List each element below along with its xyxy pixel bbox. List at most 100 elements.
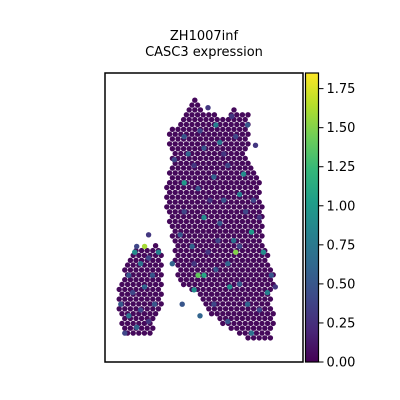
tissue-spot — [201, 170, 206, 175]
tissue-spot — [226, 175, 231, 180]
expression-spot — [146, 319, 151, 324]
tissue-spot — [125, 321, 130, 326]
tissue-spot — [251, 316, 256, 321]
tissue-spot — [131, 262, 136, 267]
tissue-spot — [245, 306, 250, 311]
tissue-spot — [142, 292, 147, 297]
colorbar-tick-label: 1.50 — [327, 121, 356, 136]
tissue-spot — [234, 267, 239, 272]
tissue-spot — [248, 272, 253, 277]
tissue-spot — [251, 248, 256, 253]
tissue-spot — [131, 330, 136, 335]
tissue-spot — [243, 224, 248, 229]
tissue-spot — [181, 243, 186, 248]
tissue-spot — [254, 185, 259, 190]
colorbar-tick-label: 1.75 — [327, 82, 356, 97]
tissue-spot — [231, 204, 236, 209]
expression-spot — [217, 140, 222, 145]
tissue-spot — [245, 267, 250, 272]
tissue-spot — [145, 277, 150, 282]
tissue-spot — [178, 122, 183, 127]
tissue-spot — [170, 136, 175, 141]
tissue-spot — [150, 287, 155, 292]
tissue-spot — [220, 321, 225, 326]
tissue-spot — [229, 229, 234, 234]
tissue-spot — [243, 165, 248, 170]
tissue-spot — [220, 214, 225, 219]
tissue-spot — [189, 238, 194, 243]
tissue-spot — [217, 306, 222, 311]
expression-spot — [269, 273, 274, 278]
tissue-spot — [181, 204, 186, 209]
tissue-spot — [257, 326, 262, 331]
tissue-spot — [240, 219, 245, 224]
expression-spot — [225, 261, 230, 266]
tissue-spot — [178, 277, 183, 282]
tissue-spot — [234, 151, 239, 156]
expression-spot — [182, 180, 187, 185]
expression-spot — [142, 244, 147, 249]
tissue-spot — [187, 185, 192, 190]
tissue-spot — [251, 335, 256, 340]
tissue-spot — [217, 170, 222, 175]
tissue-spot — [167, 141, 172, 146]
tissue-spot — [217, 190, 222, 195]
tissue-spot — [257, 229, 262, 234]
tissue-spot — [226, 136, 231, 141]
tissue-spot — [181, 214, 186, 219]
tissue-spot — [175, 185, 180, 190]
tissue-spot — [215, 185, 220, 190]
tissue-spot — [245, 180, 250, 185]
tissue-spot — [206, 112, 211, 117]
tissue-spot — [254, 330, 259, 335]
tissue-spot — [139, 277, 144, 282]
tissue-spot — [226, 233, 231, 238]
tissue-spot — [257, 258, 262, 263]
tissue-spot — [153, 262, 158, 267]
expression-spot — [118, 302, 123, 307]
tissue-spot — [240, 316, 245, 321]
tissue-spot — [192, 117, 197, 122]
tissue-spot — [268, 316, 273, 321]
tissue-spot — [170, 195, 175, 200]
tissue-spot — [251, 258, 256, 263]
colorbar: 0.00 0.25 0.50 0.75 1.00 1.25 1.50 1.75 — [306, 73, 356, 371]
tissue-spot — [271, 311, 276, 316]
tissue-spot — [150, 296, 155, 301]
tissue-spot — [195, 170, 200, 175]
tissue-spot — [223, 296, 228, 301]
expression-spot — [211, 174, 216, 179]
tissue-spot — [164, 204, 169, 209]
tissue-spot — [231, 301, 236, 306]
tissue-spot — [175, 272, 180, 277]
tissue-spot — [223, 180, 228, 185]
tissue-spot — [265, 311, 270, 316]
tissue-spot — [215, 204, 220, 209]
tissue-spot — [187, 195, 192, 200]
tissue-spot — [254, 224, 259, 229]
tissue-spot — [234, 199, 239, 204]
tissue-spot — [156, 306, 161, 311]
tissue-spot — [243, 214, 248, 219]
tissue-spot — [257, 190, 262, 195]
tissue-spot — [237, 292, 242, 297]
tissue-spot — [220, 175, 225, 180]
tissue-spot — [173, 229, 178, 234]
tissue-spot — [175, 262, 180, 267]
expression-spot — [237, 192, 242, 197]
tissue-spot — [198, 117, 203, 122]
tissue-spot — [231, 195, 236, 200]
tissue-spot — [220, 301, 225, 306]
tissue-spot — [231, 146, 236, 151]
colorbar-tick-label: 0.25 — [327, 316, 356, 331]
tissue-spot — [198, 253, 203, 258]
tissue-spot — [217, 287, 222, 292]
tissue-spot — [167, 199, 172, 204]
tissue-spot — [167, 219, 172, 224]
tissue-spot — [195, 229, 200, 234]
tissue-spot — [184, 248, 189, 253]
tissue-spot — [122, 326, 127, 331]
tissue-spot — [223, 267, 228, 272]
tissue-spot — [184, 267, 189, 272]
tissue-spot — [251, 190, 256, 195]
